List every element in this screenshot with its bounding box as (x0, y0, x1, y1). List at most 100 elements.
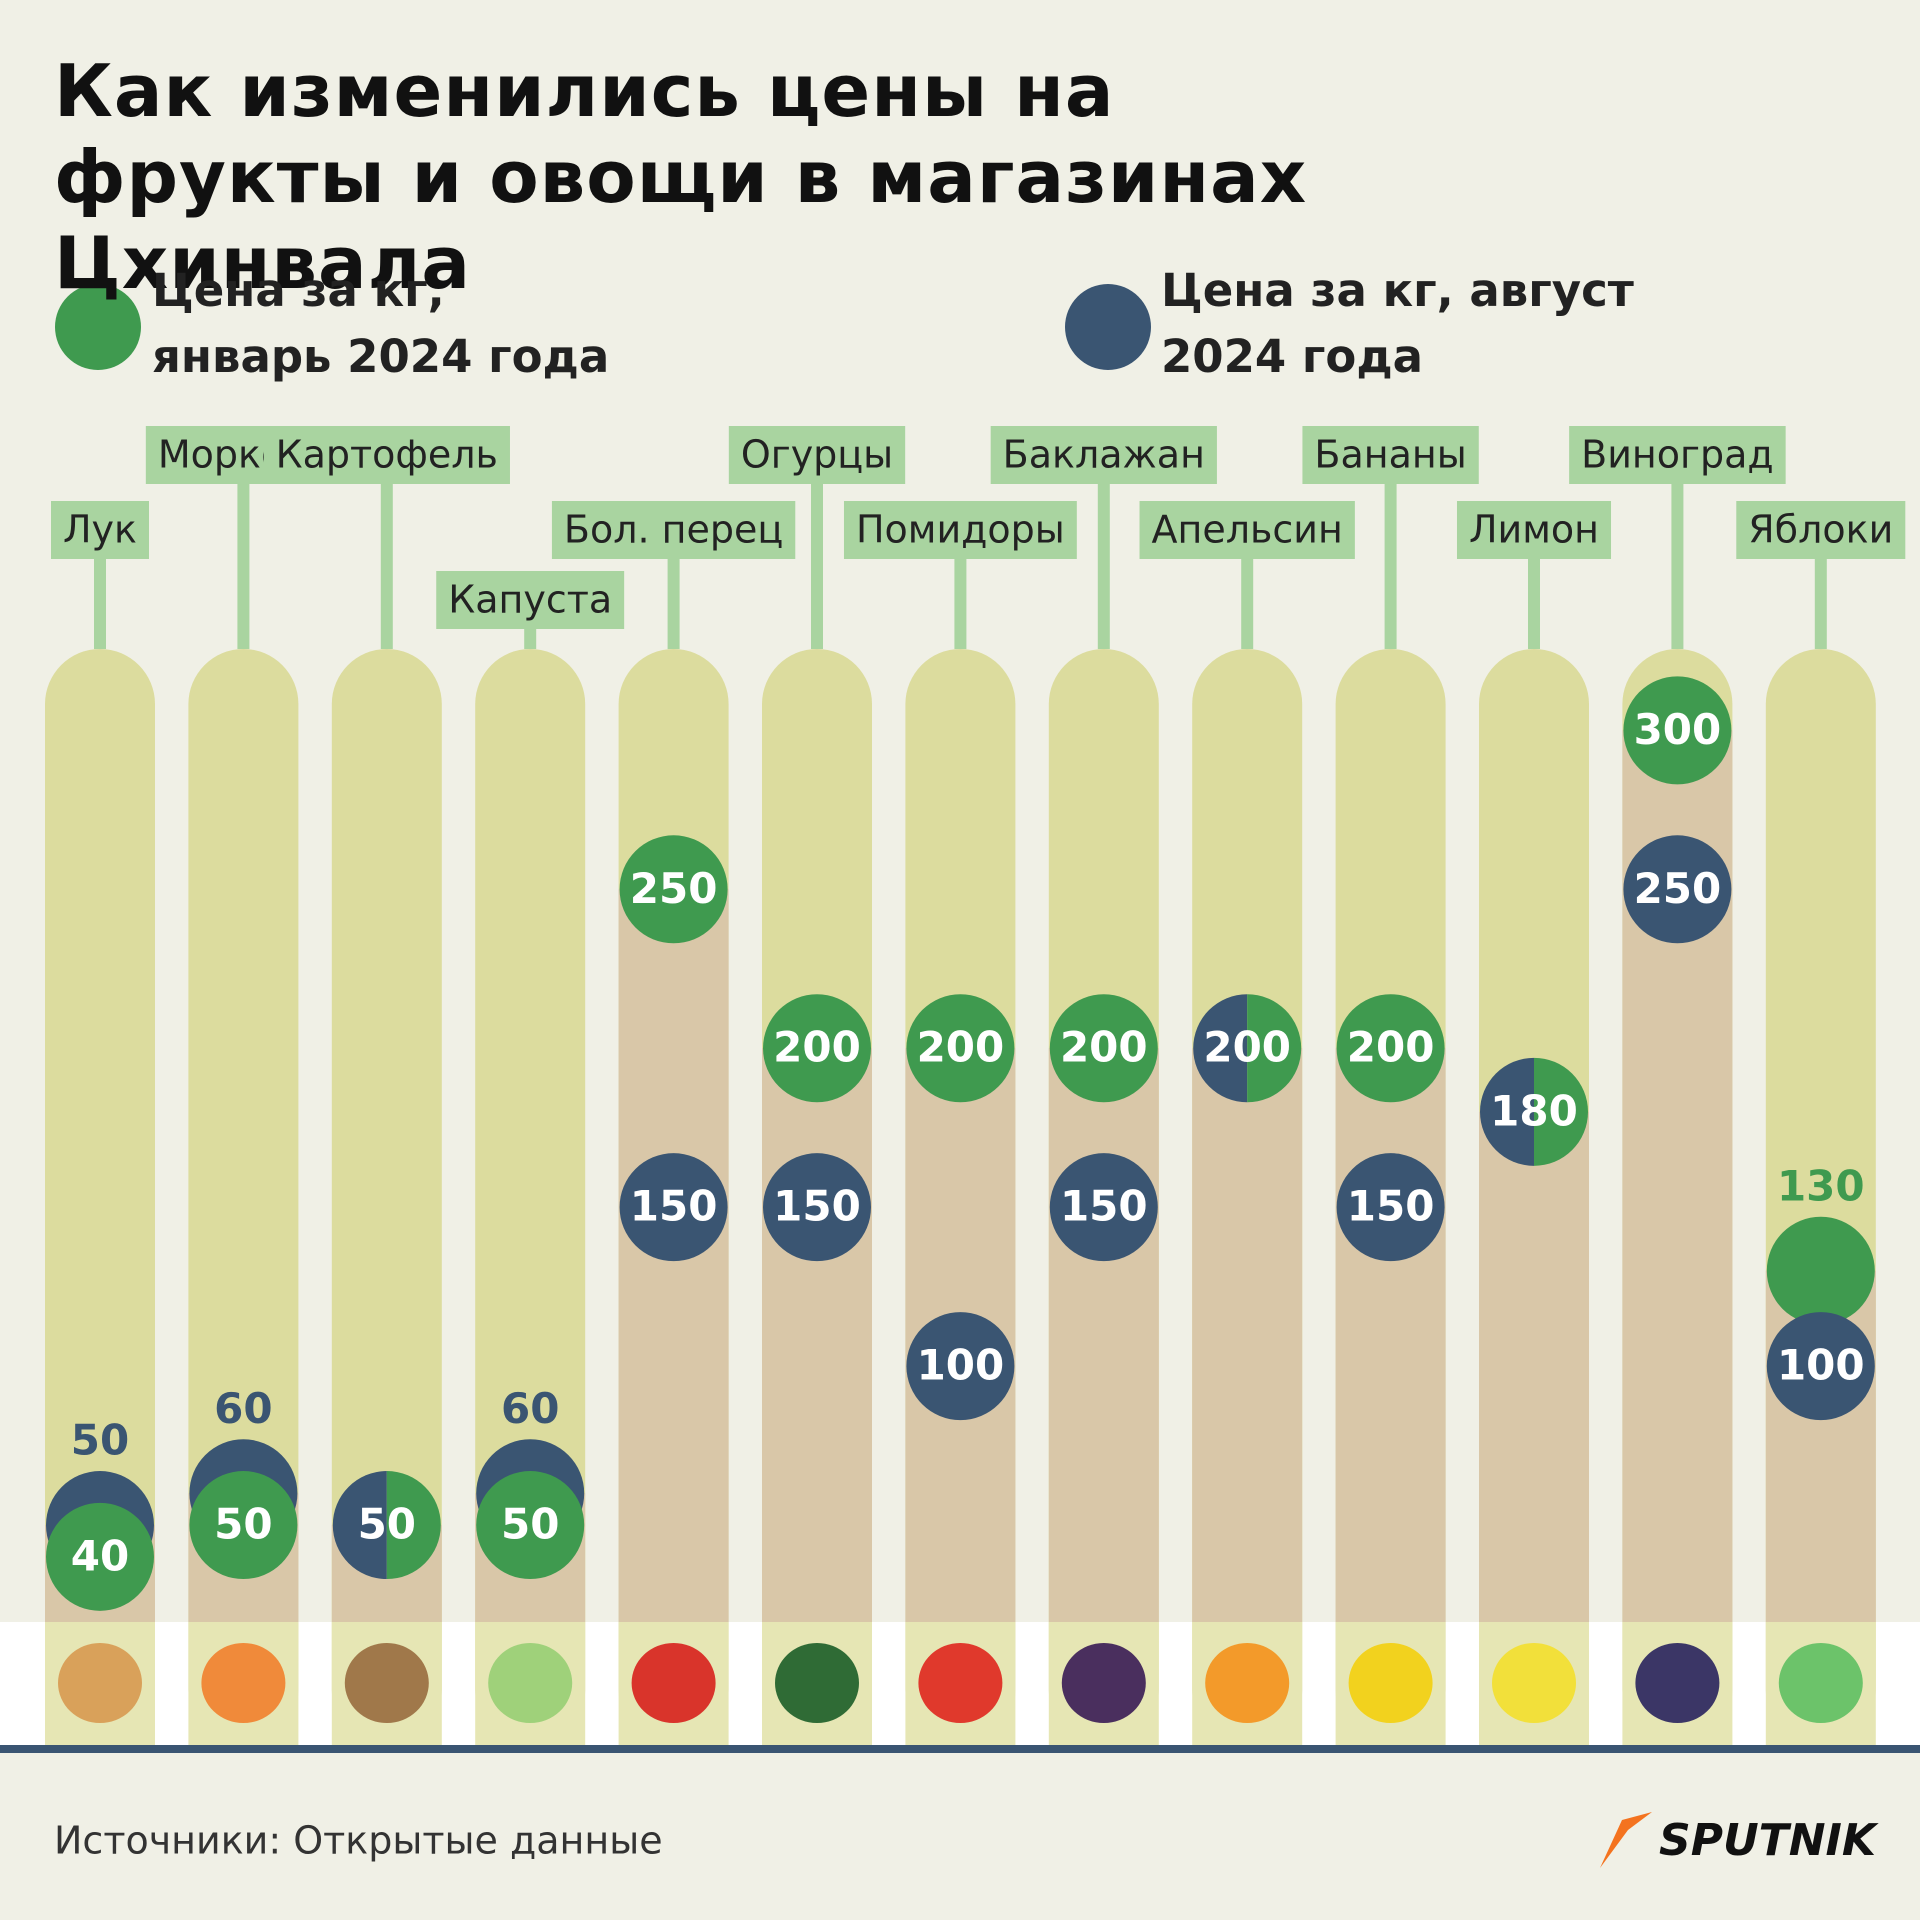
icon (775, 1643, 859, 1723)
value-label: 250 (630, 864, 718, 913)
dot (1623, 676, 1732, 785)
column-range (1048, 1048, 1159, 1622)
category-label: Лимон (1469, 508, 1599, 552)
value-label: 150 (1060, 1182, 1148, 1231)
icon (631, 1643, 716, 1723)
label-box (436, 571, 625, 629)
icon (488, 1643, 573, 1723)
legend-label: Цена за кг, январь 2024 года (152, 264, 610, 383)
label-stem (954, 530, 967, 649)
value-label: 180 (1490, 1086, 1578, 1135)
dot (189, 1471, 298, 1580)
label-box (50, 501, 150, 559)
label-stem (1671, 455, 1684, 649)
icon (1348, 1643, 1433, 1723)
category-label: Картофель (276, 433, 498, 477)
value-label: 200 (917, 1023, 1005, 1072)
label-stem (811, 455, 823, 649)
category-label: Капуста (448, 578, 612, 622)
dot-half (332, 1471, 387, 1580)
dot (1336, 1153, 1445, 1262)
value-label: 40 (71, 1531, 129, 1580)
dot (619, 835, 728, 944)
category-label: Огурцы (741, 433, 893, 477)
label-box (728, 426, 906, 484)
value-label: 100 (917, 1341, 1005, 1390)
category-label: Бананы (1314, 433, 1466, 477)
dot-half (386, 1471, 441, 1580)
value-label: 150 (630, 1182, 718, 1231)
category-label: Яблоки (1748, 508, 1893, 552)
dot (619, 1153, 728, 1262)
label-box (263, 426, 510, 484)
icon (918, 1643, 1003, 1723)
label-box (1456, 501, 1612, 559)
dot (763, 994, 871, 1103)
label-stem (94, 530, 106, 649)
column-range (1335, 1048, 1446, 1622)
value-label: 60 (214, 1384, 272, 1433)
value-label: 200 (1347, 1023, 1435, 1072)
dot (46, 1502, 154, 1611)
legend-label: Цена за кг, август 2024 года (1161, 264, 1634, 383)
value-label: 60 (501, 1384, 559, 1433)
column-range (762, 1048, 872, 1622)
label-box (551, 501, 796, 559)
dot-half (1534, 1057, 1588, 1166)
label-stem (237, 455, 250, 649)
category-label: Виноград (1581, 433, 1774, 477)
icon (1492, 1643, 1576, 1723)
legend-marker (1065, 284, 1151, 370)
icon (1205, 1643, 1290, 1723)
dot (1766, 1312, 1875, 1421)
icon (1635, 1643, 1720, 1723)
baseline (0, 1745, 1920, 1753)
chart-title: Как изменились цены на фрукты и овощи в … (54, 49, 1308, 305)
value-label: 300 (1634, 705, 1722, 754)
icon (344, 1643, 429, 1723)
dot (1336, 994, 1445, 1103)
dot (1766, 1216, 1875, 1325)
logo-icon (1600, 1812, 1652, 1868)
label-box (1569, 426, 1786, 484)
value-label: 100 (1777, 1341, 1865, 1390)
label-stem (667, 530, 680, 649)
icon (1778, 1643, 1863, 1723)
source: Источники: Открытые данные (54, 1819, 663, 1863)
dot-half (1193, 994, 1248, 1103)
label-stem (1814, 530, 1827, 649)
column (45, 649, 155, 1745)
legend-marker (55, 284, 141, 370)
dot (906, 994, 1015, 1103)
dot-half (1247, 994, 1302, 1103)
dot (1049, 1153, 1158, 1262)
label-box (1139, 501, 1355, 559)
label-stem (1097, 455, 1110, 649)
category-label: Баклажан (1003, 433, 1205, 477)
dot (763, 1153, 871, 1262)
logo: SPUTNIK (1659, 1815, 1879, 1866)
value-label: 200 (773, 1023, 861, 1072)
icon (58, 1643, 142, 1723)
column-range (1192, 1048, 1303, 1622)
value-label: 50 (358, 1500, 416, 1549)
value-label: 150 (773, 1182, 861, 1231)
columns (45, 649, 1876, 1745)
column-range (1479, 1111, 1589, 1622)
label-box (843, 501, 1077, 559)
dot (1623, 835, 1732, 944)
value-label: 150 (1347, 1182, 1435, 1231)
label-box (990, 426, 1217, 484)
label-box (1736, 501, 1906, 559)
dot (476, 1471, 585, 1580)
value-label: 200 (1203, 1023, 1291, 1072)
category-label: Лук (63, 508, 137, 552)
dot (906, 1312, 1015, 1421)
category-label: Апельсин (1152, 508, 1343, 552)
dot-half (1480, 1057, 1534, 1166)
value-label: 130 (1777, 1161, 1865, 1210)
column (331, 649, 442, 1745)
value-label: 200 (1060, 1023, 1148, 1072)
